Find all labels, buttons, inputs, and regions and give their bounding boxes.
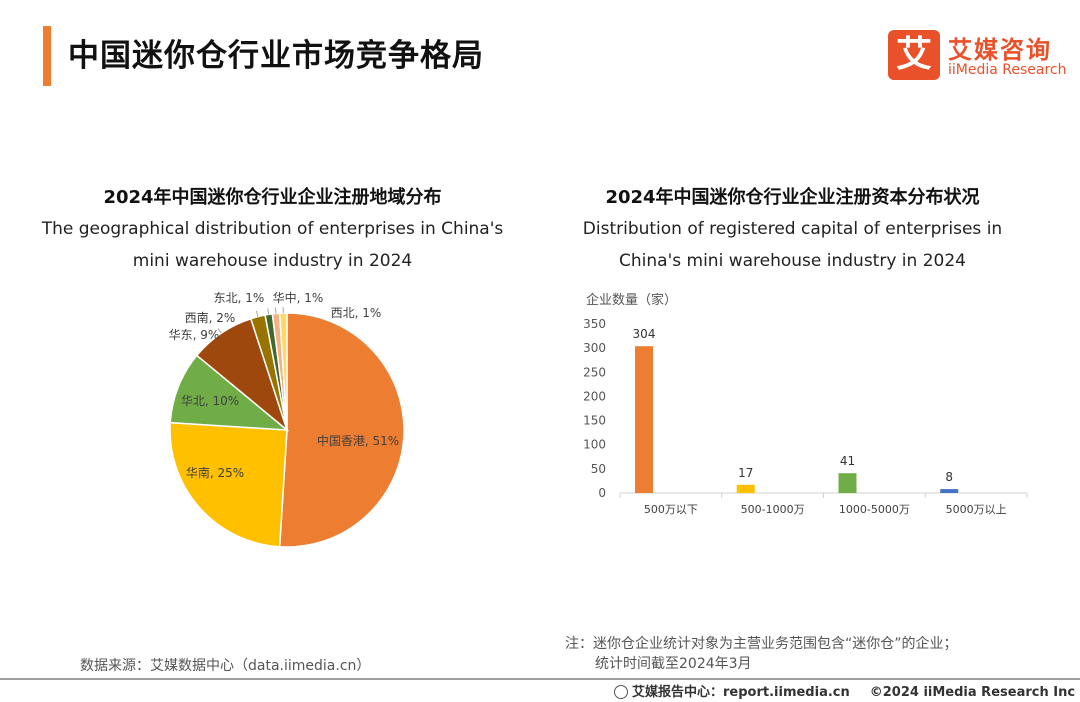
capital-bar-chart: 企业数量（家） 0 50 100 150 200 250 300 350 304 500万以下 17 5…: [583, 292, 1028, 516]
bar-3: [940, 489, 959, 493]
pie-label-3: 华东, 9%: [169, 328, 220, 342]
bar-category-label-3: 5000万以上: [946, 503, 1007, 516]
footer-credits: 艾媒报告中心：report.iimedia.cn ©2024 iiMedia Re…: [614, 681, 1075, 700]
iimedia-logo: 艾 艾媒咨询 iiMedia Research: [888, 30, 1068, 82]
page-title: 中国迷你仓行业市场竞争格局: [68, 38, 484, 74]
report-center-link[interactable]: 艾媒报告中心：report.iimedia.cn: [632, 685, 850, 700]
pie-chart-subtitle-line1: The geographical distribution of enterpr…: [41, 219, 504, 239]
pie-chart-title: 2024年中国迷你仓行业企业注册地域分布: [103, 187, 442, 208]
bar-y-tick-3: 150: [583, 414, 606, 428]
bar-y-axis-label: 企业数量（家）: [586, 292, 677, 308]
logo-chinese-name: 艾媒咨询: [948, 36, 1052, 64]
bar-value-label-0: 304: [633, 327, 656, 341]
pie-label-5: 东北, 1%: [214, 291, 265, 305]
pie-label-1: 华南, 25%: [186, 465, 244, 480]
footer-divider: [0, 678, 1080, 680]
bar-chart-title: 2024年中国迷你仓行业企业注册资本分布状况: [605, 187, 980, 208]
globe-icon: [614, 685, 628, 699]
bar-2: [838, 473, 857, 493]
bar-y-tick-0: 0: [598, 486, 606, 500]
bar-y-tick-7: 350: [583, 317, 606, 331]
bar-chart-subtitle-line1: Distribution of registered capital of en…: [582, 219, 1003, 239]
pie-slice-1: [169, 421, 288, 548]
bar-chart-subtitle-line2: China's mini warehouse industry in 2024: [619, 251, 966, 271]
pie-chart-subtitle: The geographical distribution of enterpr…: [30, 213, 515, 277]
region-pie-chart: 中国香港, 51% 华南, 25% 华北, 10% 华东, 9% 西南, 2% 东北, 1…: [169, 290, 405, 548]
bar-y-tick-6: 300: [583, 341, 606, 355]
bar-y-tick-5: 250: [583, 365, 606, 379]
bar-value-label-3: 8: [945, 470, 953, 484]
note-line1: 注：迷你仓企业统计对象为主营业务范围包含“迷你仓”的企业；: [565, 636, 958, 652]
pie-slice-2: [169, 354, 290, 431]
pie-label-6: 华中, 1%: [273, 290, 324, 305]
pie-leader-line-5: [267, 308, 270, 315]
note-line2: 统计时间截至2024年3月: [595, 656, 752, 672]
pie-leader-line-4: [255, 310, 259, 317]
bar-value-label-1: 17: [738, 466, 753, 480]
pie-label-0: 中国香港, 51%: [317, 433, 399, 448]
title-accent-bar: [43, 26, 51, 86]
bar-0: [635, 346, 653, 493]
bar-value-label-2: 41: [840, 454, 855, 468]
logo-mark-icon: 艾: [888, 30, 940, 80]
bar-category-label-1: 500-1000万: [741, 503, 805, 516]
bar-1: [736, 484, 755, 493]
pie-chart-subtitle-line2: mini warehouse industry in 2024: [132, 251, 413, 271]
bar-chart-subtitle: Distribution of registered capital of en…: [560, 213, 1025, 277]
logo-english-name: iiMedia Research: [948, 62, 1067, 78]
bar-category-label-2: 1000-5000万: [839, 503, 910, 516]
chart-note: 注：迷你仓企业统计对象为主营业务范围包含“迷你仓”的企业； 统计时间截至2024…: [565, 634, 958, 674]
bar-y-tick-2: 100: [583, 438, 606, 452]
bar-y-tick-1: 50: [591, 462, 606, 476]
pie-label-7: 西北, 1%: [331, 306, 382, 320]
pie-label-2: 华北, 10%: [181, 394, 239, 408]
pie-label-4: 西南, 2%: [185, 310, 236, 325]
pie-leader-line-3: [217, 328, 222, 334]
pie-leader-line-6: [274, 307, 277, 314]
bar-y-tick-4: 200: [583, 389, 606, 403]
copyright: ©2024 iiMedia Research Inc: [869, 685, 1076, 700]
pie-slice-0: [278, 312, 405, 548]
bar-category-label-0: 500万以下: [644, 503, 698, 516]
data-source: 数据来源：艾媒数据中心（data.iimedia.cn）: [80, 658, 371, 674]
